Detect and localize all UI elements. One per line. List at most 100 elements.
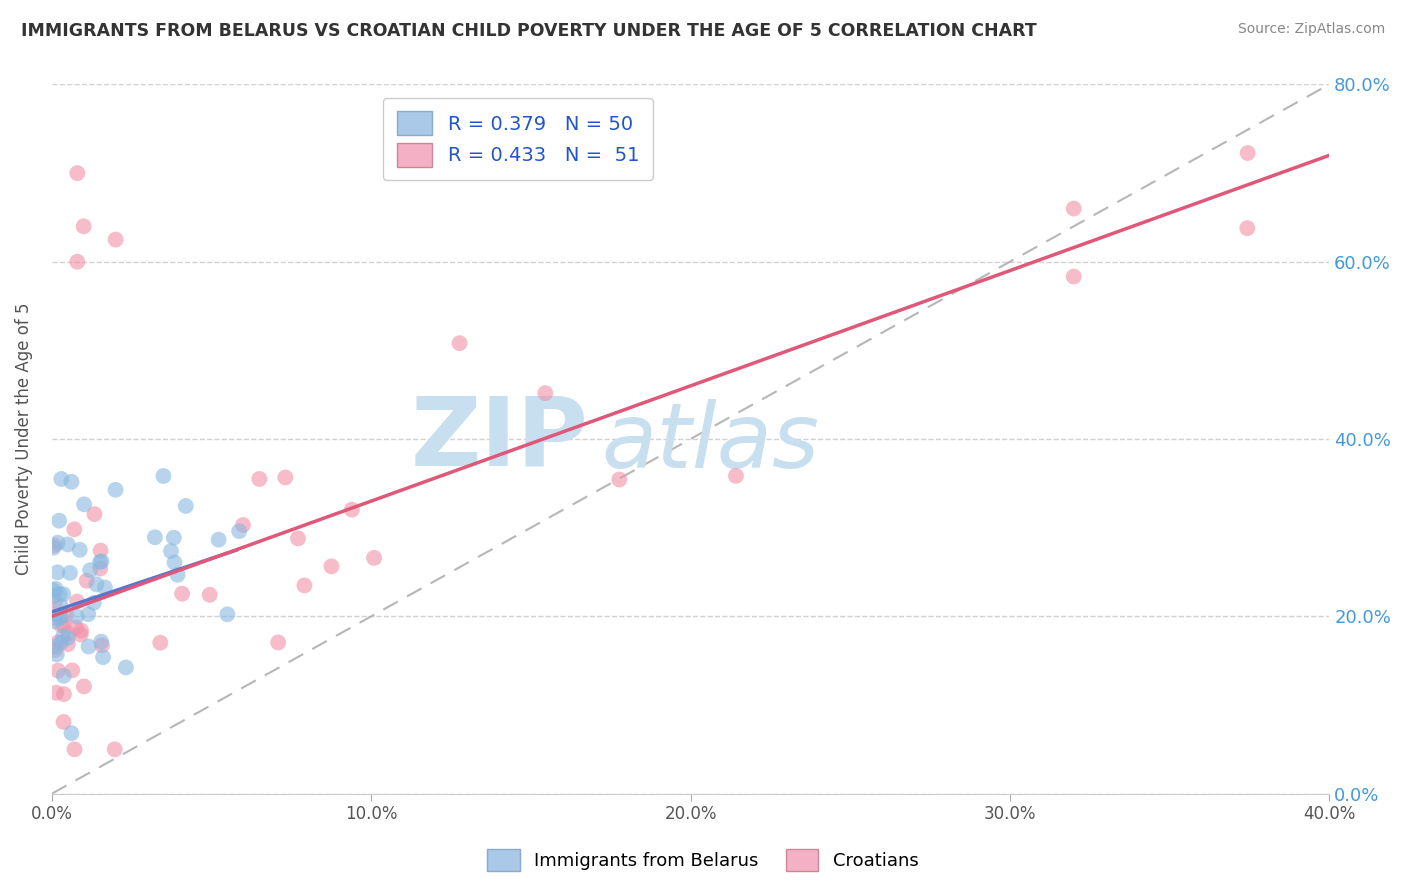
- Point: [44, 643, 66, 657]
- Point: [52, 587, 75, 601]
- Point: [45, 611, 67, 625]
- Point: [42, 589, 65, 603]
- Point: [49, 599, 72, 614]
- Point: [91, 650, 114, 665]
- Point: [340, 502, 363, 516]
- Text: IMMIGRANTS FROM BELARUS VS CROATIAN CHILD POVERTY UNDER THE AGE OF 5 CORRELATION: IMMIGRANTS FROM BELARUS VS CROATIAN CHIL…: [21, 22, 1036, 40]
- Point: [104, 233, 127, 247]
- Point: [56, 537, 79, 551]
- Point: [63, 522, 86, 536]
- Point: [274, 470, 297, 484]
- Point: [52, 617, 75, 632]
- Point: [44, 640, 66, 654]
- Point: [292, 578, 315, 592]
- Point: [94, 581, 117, 595]
- Point: [172, 587, 194, 601]
- Point: [46, 535, 69, 549]
- Point: [56, 631, 79, 645]
- Point: [534, 386, 557, 401]
- Point: [70, 624, 93, 638]
- Point: [247, 472, 270, 486]
- Point: [66, 254, 89, 268]
- Point: [49, 611, 72, 625]
- Point: [69, 542, 91, 557]
- Point: [149, 636, 172, 650]
- Text: atlas: atlas: [602, 399, 820, 487]
- Point: [363, 550, 385, 565]
- Point: [607, 473, 630, 487]
- Point: [49, 609, 72, 624]
- Point: [52, 687, 75, 701]
- Point: [198, 588, 221, 602]
- Point: [44, 596, 66, 610]
- Point: [66, 166, 89, 180]
- Point: [321, 559, 343, 574]
- Point: [45, 582, 67, 596]
- Point: [48, 587, 70, 601]
- Point: [48, 514, 70, 528]
- Point: [90, 554, 112, 568]
- Point: [86, 577, 108, 591]
- Legend: Immigrants from Belarus, Croatians: Immigrants from Belarus, Croatians: [481, 842, 925, 879]
- Point: [69, 627, 91, 641]
- Point: [1063, 202, 1085, 216]
- Point: [163, 556, 186, 570]
- Point: [45, 686, 67, 700]
- Point: [52, 669, 75, 683]
- Text: Source: ZipAtlas.com: Source: ZipAtlas.com: [1237, 22, 1385, 37]
- Point: [63, 742, 86, 756]
- Point: [46, 664, 69, 678]
- Point: [73, 219, 96, 234]
- Point: [76, 574, 98, 588]
- Point: [166, 567, 188, 582]
- Point: [65, 620, 87, 634]
- Point: [51, 618, 73, 632]
- Y-axis label: Child Poverty Under the Age of 5: Child Poverty Under the Age of 5: [15, 302, 32, 575]
- Point: [66, 609, 89, 624]
- Point: [163, 531, 186, 545]
- Point: [724, 468, 747, 483]
- Point: [56, 637, 79, 651]
- Point: [160, 544, 183, 558]
- Point: [77, 607, 100, 622]
- Point: [152, 469, 174, 483]
- Point: [60, 664, 83, 678]
- Text: ZIP: ZIP: [411, 392, 588, 485]
- Point: [73, 680, 96, 694]
- Point: [115, 660, 138, 674]
- Point: [56, 626, 79, 640]
- Point: [1236, 146, 1258, 161]
- Point: [52, 714, 75, 729]
- Point: [46, 566, 69, 580]
- Point: [91, 638, 114, 652]
- Point: [228, 524, 250, 538]
- Point: [45, 648, 67, 662]
- Point: [174, 499, 197, 513]
- Point: [104, 483, 127, 497]
- Point: [90, 634, 112, 648]
- Point: [449, 336, 471, 351]
- Point: [52, 629, 75, 643]
- Point: [143, 530, 166, 544]
- Point: [208, 533, 231, 547]
- Point: [44, 538, 66, 552]
- Point: [77, 640, 100, 654]
- Point: [44, 615, 66, 629]
- Point: [90, 543, 112, 558]
- Point: [287, 532, 309, 546]
- Point: [51, 472, 73, 486]
- Point: [232, 518, 254, 533]
- Point: [79, 563, 101, 577]
- Point: [1063, 269, 1085, 284]
- Point: [83, 596, 105, 610]
- Point: [49, 635, 72, 649]
- Point: [217, 607, 239, 622]
- Point: [60, 726, 83, 740]
- Point: [83, 507, 105, 521]
- Legend: R = 0.379   N = 50, R = 0.433   N =  51: R = 0.379 N = 50, R = 0.433 N = 51: [384, 98, 652, 180]
- Point: [89, 555, 111, 569]
- Point: [267, 635, 290, 649]
- Point: [60, 475, 83, 489]
- Point: [55, 607, 77, 622]
- Point: [1236, 221, 1258, 235]
